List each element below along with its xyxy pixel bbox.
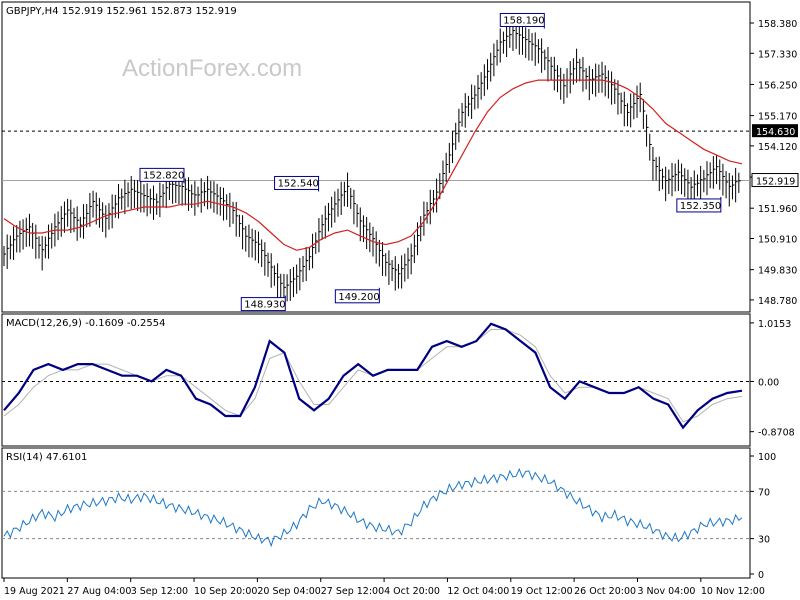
annotation-label: 152.540	[278, 178, 319, 189]
price-panel-title: GBPJPY,H4 152.919 152.961 152.873 152.91…	[6, 6, 237, 17]
x-tick-label: 4 Oct 20:00	[384, 586, 440, 597]
x-tick-label: 12 Oct 04:00	[447, 586, 509, 597]
price-tick-label: 149.830	[758, 266, 797, 277]
x-tick-label: 19 Oct 12:00	[511, 586, 573, 597]
x-tick-label: 27 Sep 12:00	[321, 586, 384, 597]
rsi-tick-label: 70	[758, 487, 770, 498]
annotation-label: 148.930	[244, 300, 285, 311]
annotation-box	[676, 198, 722, 213]
rsi-tick-label: 30	[758, 535, 770, 546]
x-tick-label: 3 Nov 04:00	[637, 586, 695, 597]
x-tick-label: 10 Sep 20:00	[194, 586, 257, 597]
rsi-tick-label: 0	[758, 570, 764, 581]
last-price-label: 152.919	[756, 177, 795, 188]
rsi-tick-label: 100	[758, 452, 776, 463]
annotation-box	[139, 167, 185, 182]
x-tick-label: 19 Aug 2021	[4, 586, 65, 597]
x-tick-label: 20 Sep 04:00	[257, 586, 320, 597]
macd-line	[3, 322, 743, 430]
rsi-panel-title: RSI(14) 47.6101	[6, 452, 87, 463]
level-label: 154.630	[756, 127, 795, 138]
annotation-box	[334, 289, 380, 304]
price-panel-frame	[1, 1, 751, 313]
macd-tick-label: 0.00	[758, 377, 779, 388]
x-tick-label: 27 Aug 04:00	[67, 586, 131, 597]
watermark: ActionForex.com	[122, 55, 302, 82]
price-tick-label: 156.250	[758, 80, 797, 91]
annotation-box	[274, 175, 320, 190]
annotation-label: 152.820	[143, 170, 184, 181]
annotation-label: 152.350	[680, 201, 721, 212]
price-tick-label: 158.380	[758, 19, 797, 30]
price-tick-label: 155.170	[758, 112, 797, 123]
price-tick-label: 151.960	[758, 204, 797, 215]
annotation-box	[240, 297, 286, 312]
macd-tick-label: -0.8708	[758, 428, 795, 439]
annotation-label: 158.190	[503, 15, 544, 26]
macd-tick-label: 1.0153	[758, 319, 791, 330]
level-label-box	[752, 124, 798, 138]
moving-average-line	[3, 79, 743, 251]
price-tick-label: 150.910	[758, 234, 797, 245]
rsi-panel-frame	[1, 447, 751, 579]
price-tick-label: 154.120	[758, 142, 797, 153]
annotation-box	[499, 12, 545, 27]
x-tick-label: 26 Oct 20:00	[574, 586, 636, 597]
price-tick-label: 157.330	[758, 49, 797, 60]
x-tick-label: 3 Sep 12:00	[131, 586, 188, 597]
last-price-box	[751, 173, 799, 188]
price-tick-label: 148.780	[758, 296, 797, 307]
macd-panel-frame	[1, 313, 751, 447]
x-tick-label: 10 Nov 12:00	[701, 586, 765, 597]
annotation-label: 149.200	[338, 292, 379, 303]
macd-panel-title: MACD(12,26,9) -0.1609 -0.2554	[6, 318, 166, 329]
rsi-line	[3, 467, 743, 548]
